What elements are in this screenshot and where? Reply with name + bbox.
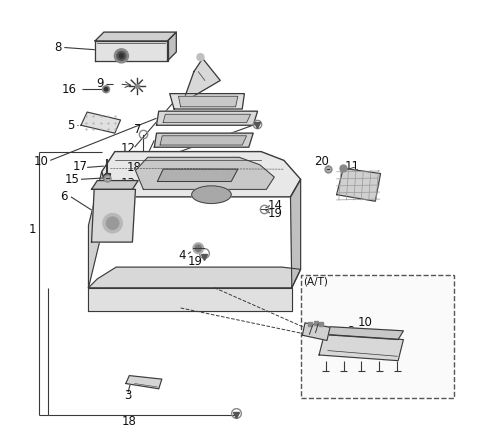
Polygon shape: [156, 111, 258, 125]
Text: 9: 9: [96, 77, 104, 91]
Circle shape: [103, 213, 122, 233]
Text: 19: 19: [268, 206, 283, 220]
Circle shape: [104, 88, 108, 91]
Bar: [301, 275, 455, 397]
Polygon shape: [81, 112, 120, 133]
Ellipse shape: [192, 186, 231, 203]
Polygon shape: [95, 41, 168, 61]
Polygon shape: [92, 181, 138, 189]
Text: 10: 10: [358, 316, 372, 328]
Circle shape: [195, 245, 201, 251]
Text: 7: 7: [134, 123, 142, 136]
Circle shape: [107, 217, 119, 229]
Polygon shape: [88, 172, 110, 288]
Text: 4: 4: [178, 249, 186, 262]
Circle shape: [117, 51, 126, 60]
Polygon shape: [102, 152, 300, 197]
Circle shape: [193, 243, 204, 254]
Text: 8: 8: [54, 41, 61, 54]
Polygon shape: [179, 96, 238, 107]
Text: 15: 15: [65, 173, 80, 186]
Text: 3: 3: [124, 389, 132, 402]
Text: (A/T): (A/T): [303, 277, 328, 286]
Polygon shape: [319, 326, 403, 339]
Polygon shape: [157, 169, 238, 182]
Polygon shape: [290, 179, 300, 288]
Polygon shape: [160, 136, 247, 145]
Polygon shape: [168, 32, 176, 61]
Polygon shape: [302, 323, 330, 340]
Polygon shape: [163, 114, 251, 122]
Text: 20: 20: [314, 155, 329, 168]
Polygon shape: [170, 94, 244, 109]
Text: 13: 13: [120, 177, 135, 190]
Text: 10: 10: [34, 155, 49, 168]
Circle shape: [103, 86, 109, 93]
Circle shape: [197, 53, 204, 61]
Text: 19: 19: [188, 255, 203, 268]
Text: 18: 18: [126, 161, 141, 174]
Circle shape: [119, 53, 124, 58]
Text: 14: 14: [268, 199, 283, 212]
Text: 18: 18: [122, 415, 137, 428]
Polygon shape: [92, 189, 135, 242]
Text: 16: 16: [62, 83, 77, 96]
Polygon shape: [319, 334, 403, 361]
Polygon shape: [95, 32, 176, 41]
Polygon shape: [183, 58, 220, 103]
Polygon shape: [336, 168, 381, 201]
Text: 5: 5: [67, 119, 74, 132]
Text: 2: 2: [347, 325, 354, 338]
Polygon shape: [88, 288, 292, 311]
Polygon shape: [155, 133, 253, 147]
Text: 1: 1: [29, 223, 36, 236]
Text: 17: 17: [72, 160, 87, 172]
Text: 12: 12: [120, 142, 135, 155]
Circle shape: [114, 49, 129, 63]
Text: 6: 6: [60, 191, 67, 203]
Text: 11: 11: [345, 160, 360, 172]
Polygon shape: [135, 157, 274, 189]
Polygon shape: [126, 376, 162, 389]
Polygon shape: [88, 267, 300, 288]
